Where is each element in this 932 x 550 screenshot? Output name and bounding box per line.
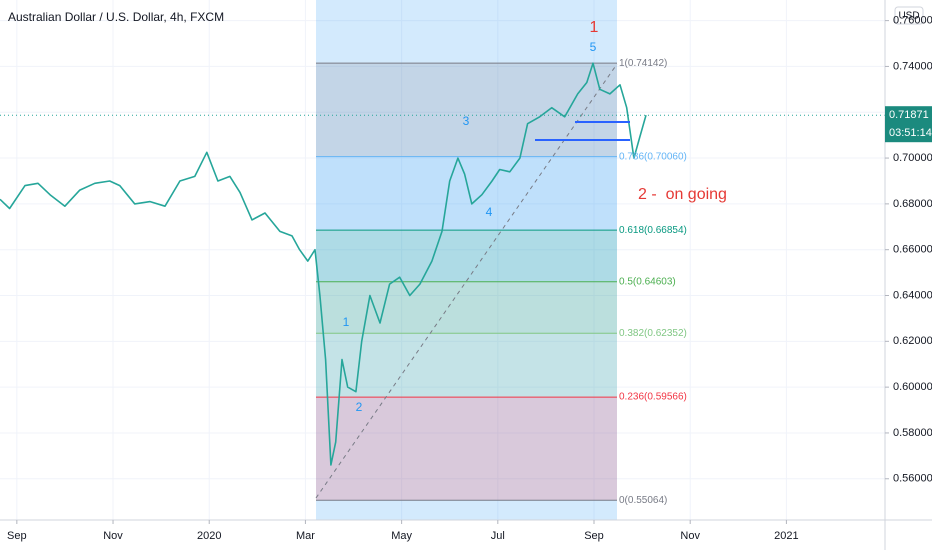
x-tick-label: 2020: [197, 530, 221, 542]
wave-label: 1: [343, 315, 350, 329]
fib-zone: [316, 63, 617, 157]
wave-label: 5: [590, 40, 597, 54]
fib-label: 0.5(0.64603): [619, 276, 676, 287]
y-tick-label: 0.68000: [893, 198, 932, 210]
fib-label: 1(0.74142): [619, 58, 667, 69]
countdown: 03:51:14: [889, 127, 932, 139]
x-tick-label: 2021: [774, 530, 798, 542]
trend-line: [315, 63, 618, 499]
y-tick-label: 0.58000: [893, 427, 932, 439]
fib-label: 0(0.55064): [619, 495, 667, 506]
price-tag-label: 0.71871: [889, 109, 929, 121]
wave-label: 1: [590, 19, 599, 36]
y-tick-label: 0.74000: [893, 60, 932, 72]
fib-zone: [316, 230, 617, 282]
y-tick-label: 0.62000: [893, 335, 932, 347]
chart-title: Australian Dollar / U.S. Dollar, 4h, FXC…: [8, 10, 224, 24]
fib-label: 0.618(0.66854): [619, 225, 687, 236]
wave-label: 3: [463, 114, 470, 128]
price-line: [0, 62, 647, 466]
annotation: 2 - on going: [638, 186, 727, 203]
fib-label: 0.236(0.59566): [619, 392, 687, 403]
fib-label: 0.382(0.62352): [619, 328, 687, 339]
wave-label: 2: [356, 400, 363, 414]
y-tick-label: 0.76000: [893, 15, 932, 27]
fib-zone: [316, 397, 617, 501]
fib-zones: [316, 62, 617, 501]
y-tick-label: 0.64000: [893, 289, 932, 301]
y-tick-label: 0.60000: [893, 381, 932, 393]
fib-zone: [316, 333, 617, 398]
fib-label: 0.786(0.70060): [619, 151, 687, 162]
y-tick-label: 0.70000: [893, 152, 932, 164]
wave-label: 4: [486, 205, 493, 219]
fib-zone: [316, 156, 617, 231]
currency-box[interactable]: [894, 6, 924, 25]
fib-band: [316, 0, 617, 520]
price-tag: [885, 106, 932, 143]
y-tick-label: 0.56000: [893, 473, 932, 485]
x-tick-label: Nov: [103, 530, 123, 542]
currency[interactable]: USD: [898, 11, 919, 22]
x-tick-label: Mar: [296, 530, 315, 542]
x-tick-label: Jul: [491, 530, 505, 542]
x-tick-label: May: [391, 530, 412, 542]
background: [0, 0, 885, 520]
plot: [0, 62, 885, 466]
x-tick-label: Sep: [7, 530, 27, 542]
fib-zone: [316, 281, 617, 334]
y-tick-label: 0.66000: [893, 244, 932, 256]
x-tick-label: Nov: [680, 530, 700, 542]
x-tick-label: Sep: [584, 530, 604, 542]
